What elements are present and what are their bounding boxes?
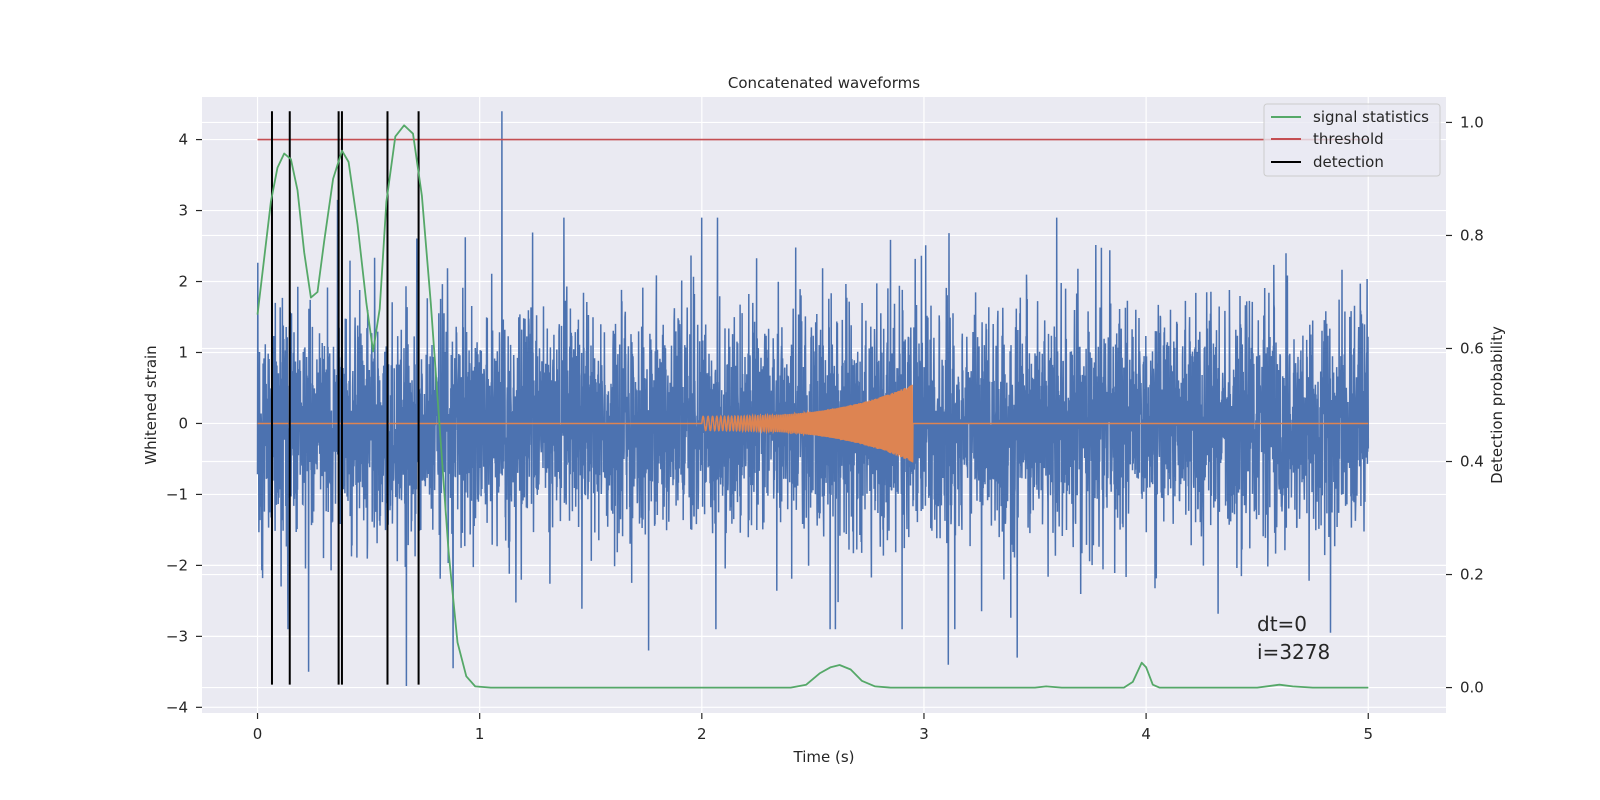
- y-tick-label-left: 1: [178, 343, 188, 361]
- y-tick-label-right: 0.4: [1460, 453, 1484, 471]
- x-tick-label: 0: [253, 725, 263, 743]
- annotation-dt: dt=0: [1257, 612, 1307, 636]
- legend-box: [1263, 103, 1441, 177]
- ticks-layer: 0 1 2 3 4 5 4 3 2 1 0 −1 −2 −3 −4 1.0 0.8 0.6 0.4 0.2 0.0: [166, 113, 1484, 743]
- y-tick-label-left: −2: [166, 556, 188, 574]
- y-axis-label-left: Whitened strain: [142, 345, 160, 464]
- y-tick-label-right: 0.6: [1460, 339, 1484, 357]
- legend-label-detection: detection: [1313, 153, 1384, 171]
- x-axis-label: Time (s): [793, 748, 855, 766]
- legend-label-threshold: threshold: [1313, 130, 1384, 148]
- signal-statistics-line: [256, 124, 1369, 689]
- injected-signal-line: [257, 384, 1369, 463]
- legend-label-signal-statistics: signal statistics: [1313, 108, 1429, 126]
- y-tick-label-right: 0.0: [1460, 679, 1484, 697]
- chart-title: Concatenated waveforms: [728, 74, 920, 92]
- y-tick-label-left: 0: [178, 414, 188, 432]
- y-tick-label-left: 3: [178, 202, 188, 220]
- y-axis-label-right: Detection probability: [1488, 326, 1506, 484]
- plot-layer: [256, 111, 1370, 689]
- y-tick-label-left: −3: [166, 627, 188, 645]
- y-tick-label-left: 2: [178, 273, 188, 291]
- y-tick-label-left: −1: [166, 485, 188, 503]
- x-tick-label: 1: [475, 725, 485, 743]
- legend: signal statistics threshold detection: [1263, 103, 1441, 177]
- y-tick-label-left: 4: [178, 131, 188, 149]
- annotation-i: i=3278: [1257, 640, 1330, 664]
- x-tick-label: 3: [919, 725, 929, 743]
- x-tick-label: 2: [697, 725, 707, 743]
- y-tick-label-right: 0.2: [1460, 566, 1484, 584]
- annotation: dt=0 i=3278: [1257, 612, 1330, 664]
- y-tick-label-left: −4: [166, 698, 188, 716]
- y-tick-label-right: 0.8: [1460, 226, 1484, 244]
- y-tick-label-right: 1.0: [1460, 113, 1484, 131]
- x-tick-label: 5: [1363, 725, 1373, 743]
- x-tick-label: 4: [1141, 725, 1151, 743]
